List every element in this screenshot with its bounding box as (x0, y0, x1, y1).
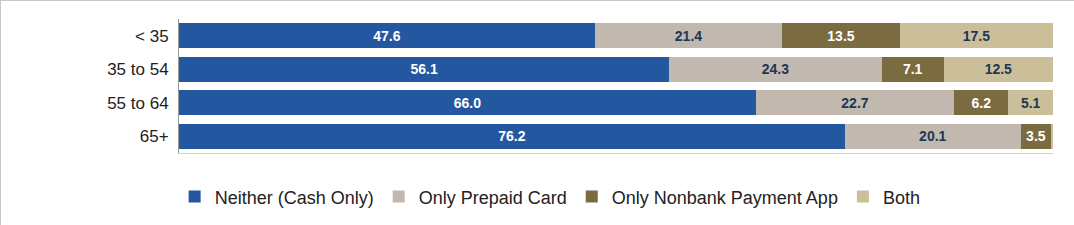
svg-text:Neither (Cash Only): Neither (Cash Only) (215, 188, 374, 208)
svg-text:20.1: 20.1 (919, 128, 946, 144)
svg-text:24.3: 24.3 (762, 61, 789, 77)
svg-text:13.5: 13.5 (827, 28, 854, 44)
svg-text:76.2: 76.2 (498, 128, 525, 144)
svg-text:Only Nonbank Payment App: Only Nonbank Payment App (612, 188, 838, 208)
svg-text:55 to 64: 55 to 64 (107, 94, 168, 113)
svg-text:5.1: 5.1 (1021, 95, 1041, 111)
svg-text:56.1: 56.1 (410, 61, 437, 77)
svg-text:7.1: 7.1 (903, 61, 923, 77)
svg-text:21.4: 21.4 (675, 28, 702, 44)
svg-text:12.5: 12.5 (985, 61, 1012, 77)
svg-text:47.6: 47.6 (373, 28, 400, 44)
svg-text:66.0: 66.0 (454, 95, 481, 111)
svg-text:22.7: 22.7 (841, 95, 868, 111)
svg-text:Only Prepaid Card: Only Prepaid Card (419, 188, 567, 208)
svg-text:65+: 65+ (140, 127, 169, 146)
svg-text:17.5: 17.5 (963, 28, 990, 44)
svg-text:Both: Both (883, 188, 920, 208)
svg-text:< 35: < 35 (135, 27, 169, 46)
svg-text:3.5: 3.5 (1026, 128, 1046, 144)
svg-text:35 to 54: 35 to 54 (107, 60, 168, 79)
svg-text:6.2: 6.2 (971, 95, 991, 111)
